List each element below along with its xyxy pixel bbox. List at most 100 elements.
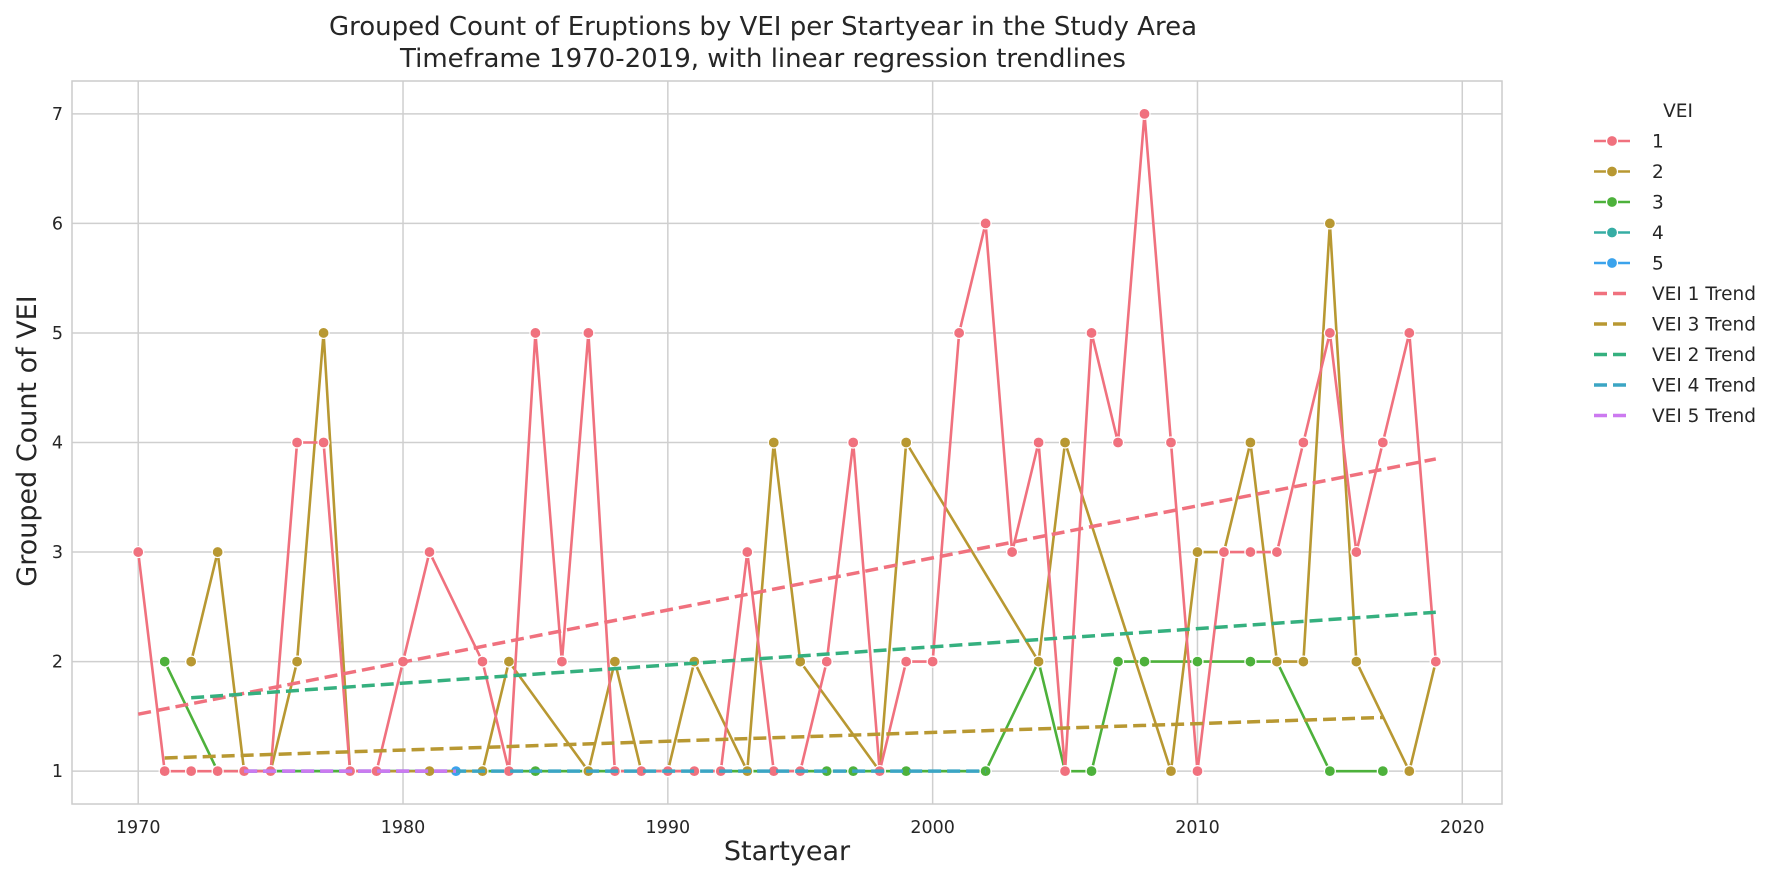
legend-marker <box>1605 226 1619 239</box>
data-point <box>1164 436 1178 449</box>
data-point <box>900 436 913 449</box>
series-vei-3-trend <box>164 715 1383 760</box>
data-point <box>317 436 330 449</box>
x-tick-label: 2000 <box>910 818 955 838</box>
y-axis-label: Grouped Count of VEI <box>12 295 43 586</box>
data-point <box>1191 765 1204 778</box>
data-point <box>211 765 224 778</box>
data-point <box>1244 545 1257 559</box>
y-tick-label: 3 <box>52 543 63 563</box>
data-point <box>1270 655 1284 668</box>
tick-labels: 1970 1980 1990 2000 2010 2020 1 2 3 4 5 6 7 <box>52 105 1485 838</box>
data-point <box>1164 765 1178 778</box>
data-point <box>1058 765 1072 778</box>
data-point <box>1323 217 1336 230</box>
plot-frame <box>71 80 1503 805</box>
data-point <box>502 655 516 668</box>
data-point <box>1191 545 1204 559</box>
legend-marker <box>1605 134 1619 148</box>
x-tick-label: 2010 <box>1175 818 1220 838</box>
data-point <box>132 545 145 559</box>
data-point <box>926 655 939 668</box>
data-point <box>582 326 595 340</box>
data-point <box>1138 655 1151 668</box>
x-axis-label: Startyear <box>724 836 851 867</box>
data-point <box>185 655 198 668</box>
data-point <box>1350 545 1363 559</box>
data-point <box>1085 326 1098 340</box>
y-tick-label: 6 <box>52 214 63 234</box>
data-point <box>1244 436 1257 449</box>
legend-marker <box>1605 256 1619 270</box>
data-point <box>423 545 436 559</box>
chart-title-line-1: Grouped Count of Eruptions by VEI per St… <box>329 12 1197 42</box>
grid <box>72 81 1502 804</box>
legend-marker <box>1605 195 1619 209</box>
legend-item: 1 <box>1594 132 1664 153</box>
legend-label: 4 <box>1652 223 1664 244</box>
data-point <box>767 436 780 449</box>
data-point <box>290 436 304 449</box>
data-point <box>847 436 860 449</box>
legend-item: 2 <box>1594 162 1664 183</box>
x-tick-label: 1970 <box>116 818 161 838</box>
data-point <box>1323 765 1336 778</box>
legend-label: VEI 4 Trend <box>1652 376 1756 397</box>
data-point <box>1297 655 1310 668</box>
legend-marker <box>1605 165 1619 178</box>
data-point <box>1191 655 1204 668</box>
chart-title-line-2: Timeframe 1970-2019, with linear regress… <box>399 44 1126 74</box>
series-vei-1-trend <box>137 457 1437 716</box>
data-point <box>1350 655 1363 668</box>
data-point <box>1085 765 1098 778</box>
legend-label: VEI 1 Trend <box>1652 284 1756 305</box>
legend-label: VEI 2 Trend <box>1652 345 1756 366</box>
x-tick-label: 1990 <box>646 818 691 838</box>
data-point <box>794 655 807 668</box>
data-point <box>185 765 198 778</box>
data-point <box>979 765 992 778</box>
legend: VEI 1 2 3 4 5 VEI 1 Trend VEI 3 Trend VEI 2 Tre… <box>1594 101 1756 427</box>
data-point <box>555 655 569 668</box>
data-point <box>1323 326 1336 340</box>
data-point <box>1111 436 1125 449</box>
data-point <box>1111 655 1125 668</box>
data-point <box>158 765 171 778</box>
x-tick-label: 1980 <box>381 818 426 838</box>
legend-item: VEI 3 Trend <box>1594 315 1756 336</box>
data-point <box>1217 545 1231 559</box>
data-point <box>608 655 621 668</box>
legend-title: VEI <box>1663 101 1693 122</box>
data-point <box>1376 436 1389 449</box>
legend-item: VEI 2 Trend <box>1594 345 1756 366</box>
legend-item: 4 <box>1594 223 1664 244</box>
legend-item: VEI 5 Trend <box>1594 406 1756 427</box>
legend-label: VEI 3 Trend <box>1652 315 1756 336</box>
legend-label: 3 <box>1652 193 1664 214</box>
y-tick-label: 4 <box>52 434 63 454</box>
data-point <box>1429 655 1442 668</box>
data-point <box>979 217 992 230</box>
data-point <box>158 655 171 668</box>
data-point <box>1244 655 1257 668</box>
data-point <box>953 326 966 340</box>
x-tick-label: 2020 <box>1440 818 1485 838</box>
data-point <box>1403 326 1416 340</box>
trend-line <box>137 457 1437 716</box>
legend-item: 3 <box>1594 193 1664 214</box>
data-point <box>1032 655 1045 668</box>
data-point <box>1297 436 1310 449</box>
legend-label: 1 <box>1652 132 1664 153</box>
legend-label: 2 <box>1652 162 1664 183</box>
data-point <box>1005 545 1019 559</box>
data-point <box>317 326 330 340</box>
data-point <box>290 655 304 668</box>
data-point <box>1032 436 1045 449</box>
data-point <box>1058 436 1072 449</box>
data-point <box>476 655 489 668</box>
legend-item: VEI 4 Trend <box>1594 376 1756 397</box>
data-point <box>1270 545 1284 559</box>
data-point <box>211 545 224 559</box>
data-point <box>1376 765 1389 778</box>
